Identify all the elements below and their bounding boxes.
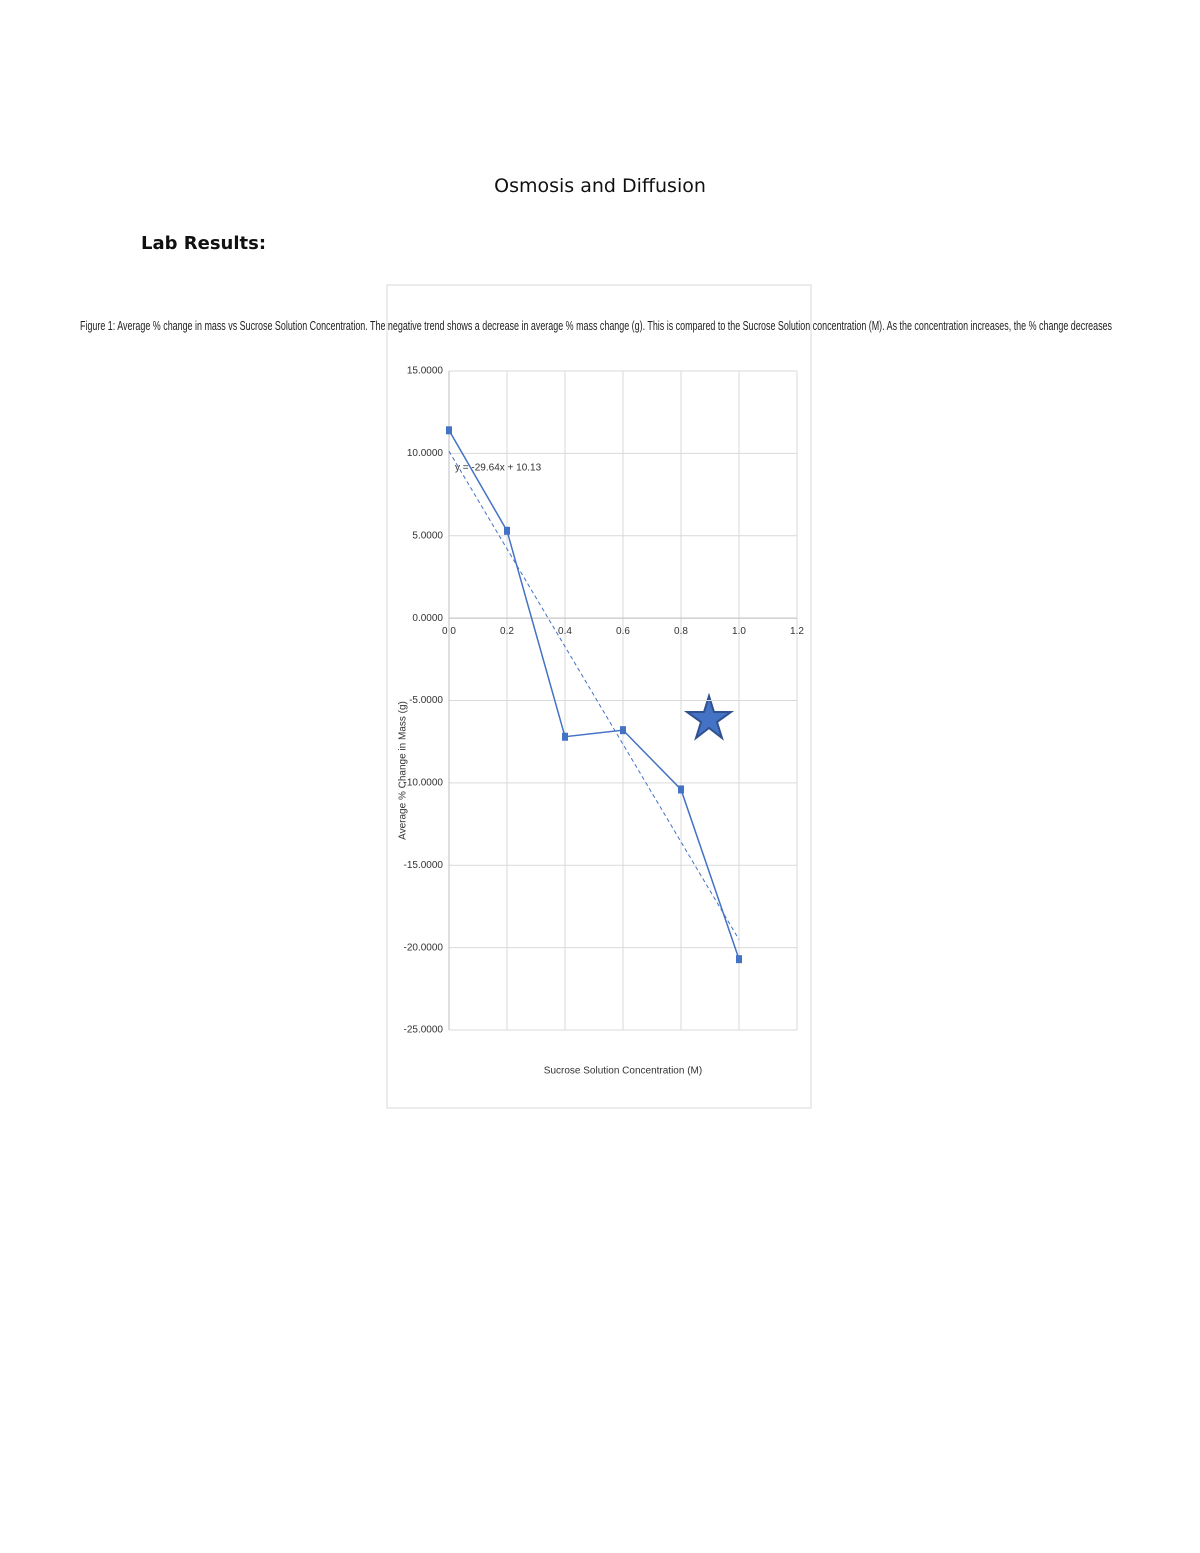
data-marker bbox=[562, 732, 568, 741]
doc-title: Osmosis and Diffusion bbox=[494, 175, 706, 197]
y-tick-label: 15.0000 bbox=[407, 366, 444, 377]
data-marker bbox=[736, 955, 742, 964]
trendline bbox=[448, 450, 740, 940]
data-marker bbox=[620, 726, 626, 735]
y-tick-label: -20.0000 bbox=[404, 942, 444, 953]
data-line bbox=[448, 429, 740, 960]
data-marker bbox=[504, 526, 510, 535]
y-tick-label: -25.0000 bbox=[404, 1025, 444, 1036]
x-tick-label: 0.6 bbox=[616, 626, 630, 637]
y-tick-label: -5.0000 bbox=[409, 695, 443, 706]
x-tick-label: 1.0 bbox=[732, 626, 746, 637]
x-tick-label: 0.8 bbox=[674, 626, 688, 637]
y-tick-label: 10.0000 bbox=[407, 448, 444, 459]
y-tick-label: -15.0000 bbox=[404, 860, 444, 871]
y-tick-label: -10.0000 bbox=[404, 778, 444, 789]
x-tick-label: 0.4 bbox=[558, 626, 572, 637]
data-marker bbox=[678, 785, 684, 794]
star-icon bbox=[683, 692, 735, 741]
x-axis-title: Sucrose Solution Concentration (M) bbox=[544, 1066, 702, 1077]
data-marker bbox=[446, 426, 452, 435]
x-tick-label: 0.2 bbox=[500, 626, 514, 637]
y-tick-label: 5.0000 bbox=[412, 530, 443, 541]
trendline-label: y = -29.64x + 10.13 bbox=[455, 463, 542, 474]
figure-caption: Figure 1: Average % change in mass vs Su… bbox=[80, 318, 1112, 333]
chart-frame bbox=[386, 284, 812, 1109]
y-tick-label: 0.0000 bbox=[412, 613, 443, 624]
y-axis-title: Average % Change in Mass (g) bbox=[398, 701, 409, 840]
section-heading: Lab Results: bbox=[141, 233, 266, 254]
x-tick-label: 1.2 bbox=[790, 626, 804, 637]
